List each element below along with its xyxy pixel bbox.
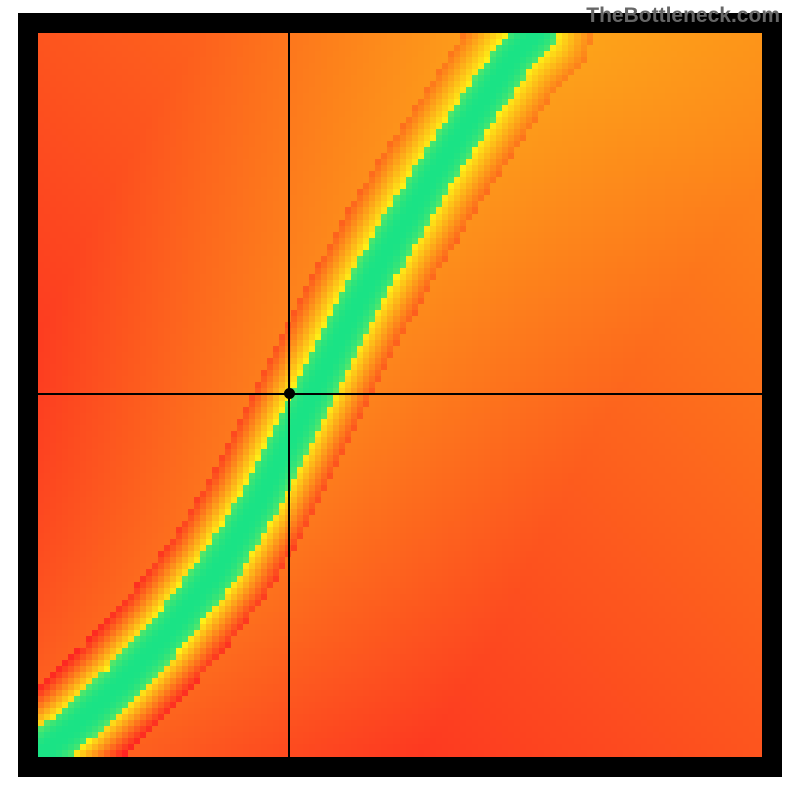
heatmap-canvas bbox=[38, 33, 762, 757]
crosshair-horizontal bbox=[38, 393, 762, 395]
crosshair-dot bbox=[284, 388, 295, 399]
watermark-text: TheBottleneck.com bbox=[586, 4, 780, 28]
heatmap-area bbox=[38, 33, 762, 757]
